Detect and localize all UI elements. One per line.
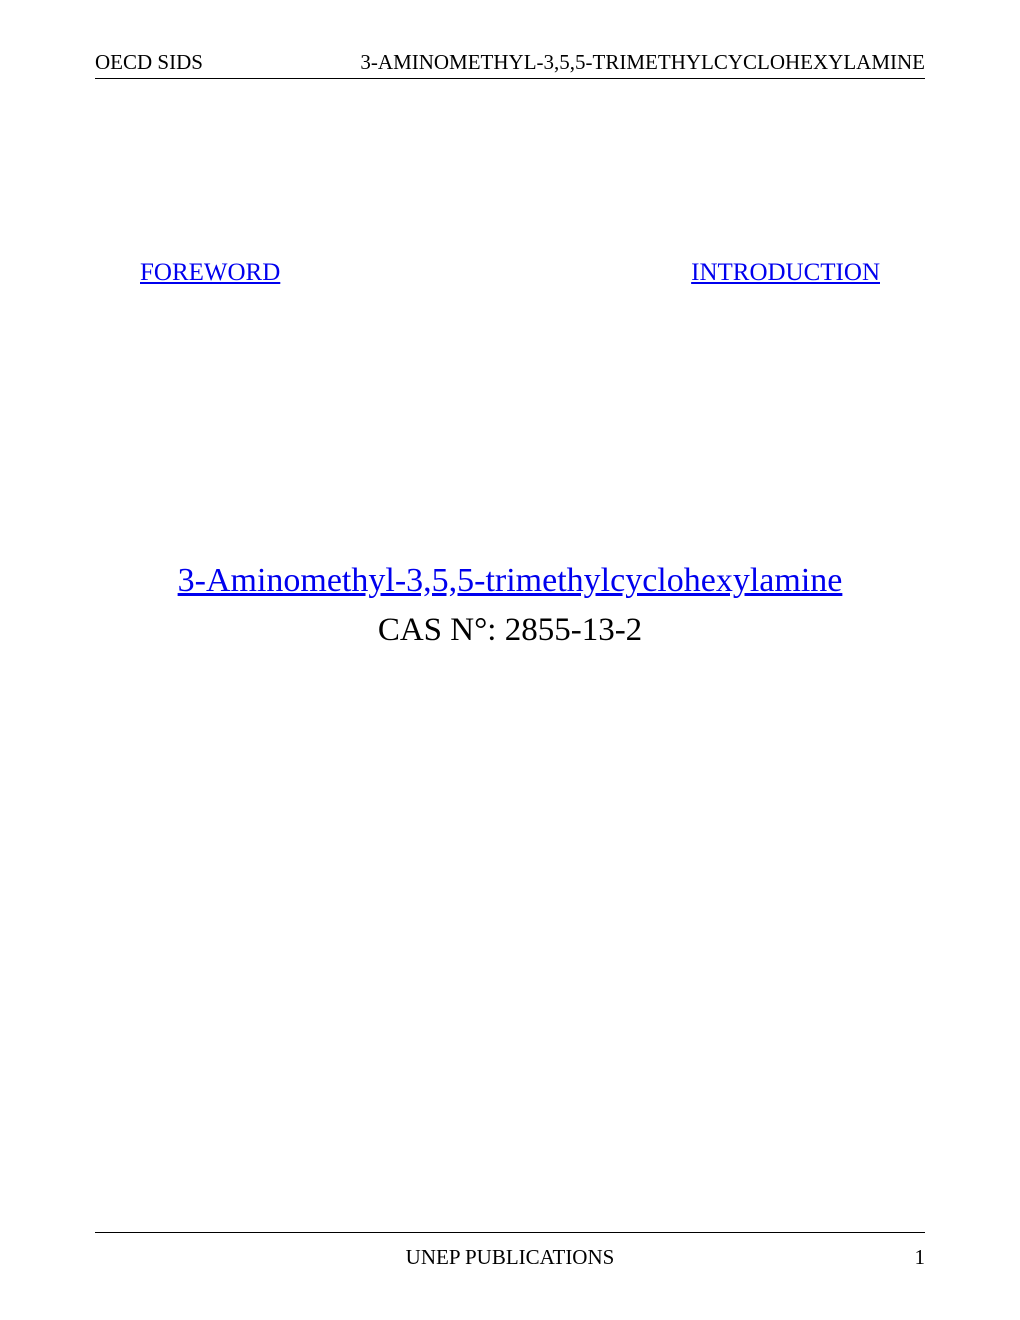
main-title-container: 3-Aminomethyl-3,5,5-trimethylcyclohexyla… bbox=[95, 562, 925, 600]
page-footer: UNEP PUBLICATIONS 1 bbox=[95, 1232, 925, 1270]
chemical-name-link[interactable]: 3-Aminomethyl-3,5,5-trimethylcyclohexyla… bbox=[178, 562, 843, 599]
cas-number-text: CAS N°: 2855-13-2 bbox=[95, 612, 925, 649]
nav-links-container: FOREWORD INTRODUCTION bbox=[95, 259, 925, 287]
header-left-text: OECD SIDS bbox=[95, 50, 203, 75]
page-number: 1 bbox=[915, 1245, 926, 1270]
footer-publisher: UNEP PUBLICATIONS bbox=[406, 1245, 615, 1270]
introduction-link[interactable]: INTRODUCTION bbox=[691, 259, 880, 287]
page-header: OECD SIDS 3-AMINOMETHYL-3,5,5-TRIMETHYLC… bbox=[95, 50, 925, 79]
foreword-link[interactable]: FOREWORD bbox=[140, 259, 280, 287]
header-right-text: 3-AMINOMETHYL-3,5,5-TRIMETHYLCYCLOHEXYLA… bbox=[360, 50, 925, 75]
